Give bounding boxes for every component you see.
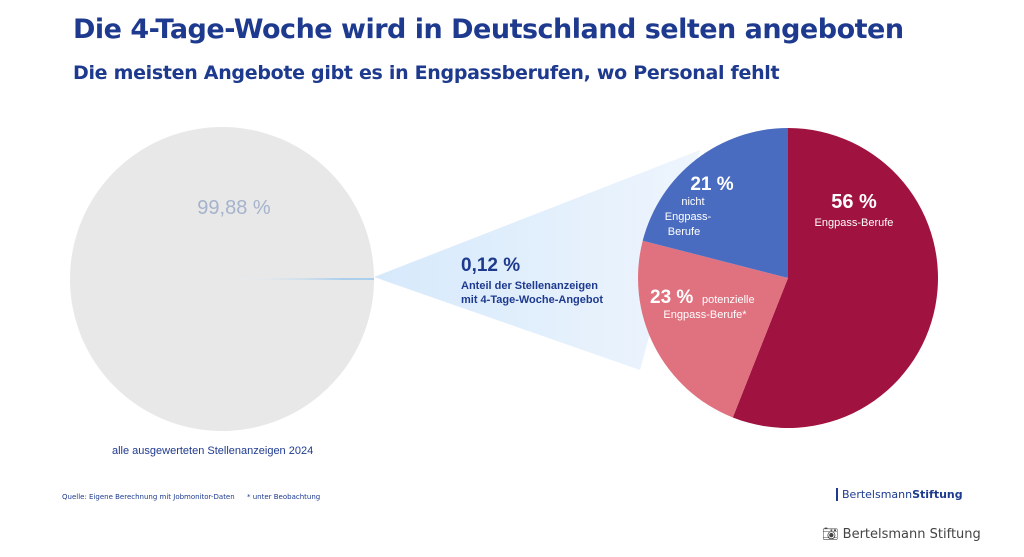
source-note: Quelle: Eigene Berechnung mit Jobmonitor… [62,493,235,501]
label-23: 23 % [650,287,693,308]
pie-slice-1 [70,126,374,432]
text-56: Engpass-Berufe [815,217,894,229]
text-23a: potenzielle [702,294,755,306]
pie-slice-1 [638,240,788,418]
pie-slice-0 [222,278,375,280]
label-56: 56 % [831,191,877,213]
logo-part-a: Bertelsmann [842,488,913,501]
text-23b: Engpass-Berufe* [663,309,747,321]
logo: BertelsmannStiftung [836,488,963,501]
pie-slice-0 [732,128,938,428]
slice-desc-1: Anteil der Stellenanzeigen [461,280,598,292]
connector-cone [374,150,700,370]
footnote: * unter Beobachtung [247,493,321,501]
label-21: 21 % [690,174,733,195]
logo-part-b: Stiftung [912,488,963,501]
page-subtitle: Die meisten Angebote gibt es in Engpassb… [73,62,780,84]
image-credit: 📷︎ Bertelsmann Stiftung [822,527,981,542]
slice-label-small: 0,12 % [461,255,520,276]
caption: alle ausgewerteten Stellenanzeigen 2024 [112,445,313,457]
pie-slice-2 [642,128,788,278]
slice-label-large: 99,88 % [197,197,271,219]
camera-icon: 📷︎ [822,527,839,542]
text-21b: Engpass- [665,211,712,223]
text-21c: Berufe [668,226,700,238]
text-21a: nicht [681,196,704,208]
slice-desc-2: mit 4-Tage-Woche-Angebot [461,294,603,306]
page-title: Die 4-Tage-Woche wird in Deutschland sel… [73,14,904,45]
credit-text: Bertelsmann Stiftung [842,527,981,542]
